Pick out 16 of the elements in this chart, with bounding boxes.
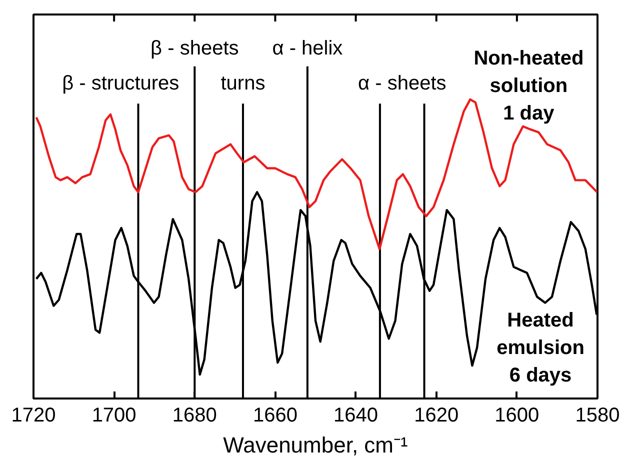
ref-line-label: turns — [220, 72, 266, 95]
x-tick-label: 1640 — [334, 404, 378, 426]
x-tick-label: 1720 — [11, 404, 56, 426]
x-axis-title: Wavenumber, cm⁻¹ — [223, 432, 408, 458]
ref-line-label: α - helix — [272, 38, 343, 60]
ref-line-label: β - sheets — [150, 38, 239, 60]
x-tick-label: 1660 — [252, 404, 298, 426]
x-tick-label: 1700 — [92, 404, 136, 426]
ref-line-label: β - structures — [62, 72, 180, 95]
series-label: Non-heated solution 1 day — [474, 48, 584, 125]
series-label: Heated emulsion 6 days — [496, 310, 584, 387]
x-tick-label: 1620 — [414, 404, 459, 426]
ref-line-label: α - sheets — [358, 72, 446, 95]
x-tick-label: 1680 — [172, 404, 217, 426]
x-tick-label: 1600 — [494, 404, 540, 426]
x-tick-label: 1580 — [575, 404, 620, 426]
